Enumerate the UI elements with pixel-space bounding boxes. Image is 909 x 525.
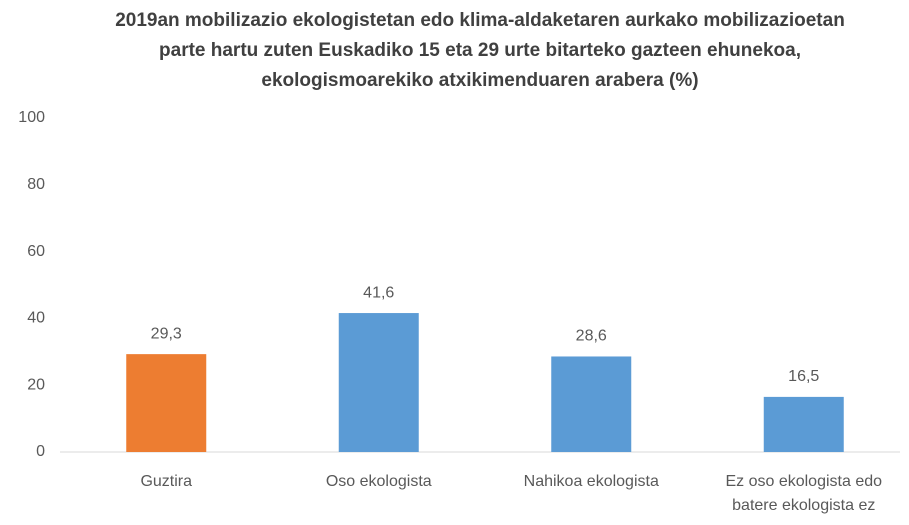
value-label: 16,5 <box>788 368 819 385</box>
value-label: 41,6 <box>363 284 394 301</box>
bar <box>763 396 844 452</box>
value-label: 28,6 <box>576 328 607 345</box>
x-tick-label: Guztira <box>140 473 193 490</box>
y-tick-label: 20 <box>27 376 45 393</box>
bar <box>338 313 419 452</box>
x-tick-label: Ez oso ekologista edo batere ekologista … <box>725 473 883 514</box>
y-tick-label: 60 <box>27 243 45 260</box>
y-tick-label: 0 <box>36 443 45 460</box>
bar <box>126 354 207 452</box>
y-tick-label: 80 <box>27 176 45 193</box>
y-tick-label: 40 <box>27 310 45 327</box>
value-label: 29,3 <box>151 325 182 342</box>
x-tick-label: Oso ekologista <box>325 473 432 490</box>
chart-title: 2019an mobilizazio ekologistetan edo kli… <box>115 10 845 91</box>
y-tick-label: 100 <box>18 109 45 126</box>
x-tick-label: Nahikoa ekologista <box>523 473 659 490</box>
bar <box>551 356 632 452</box>
